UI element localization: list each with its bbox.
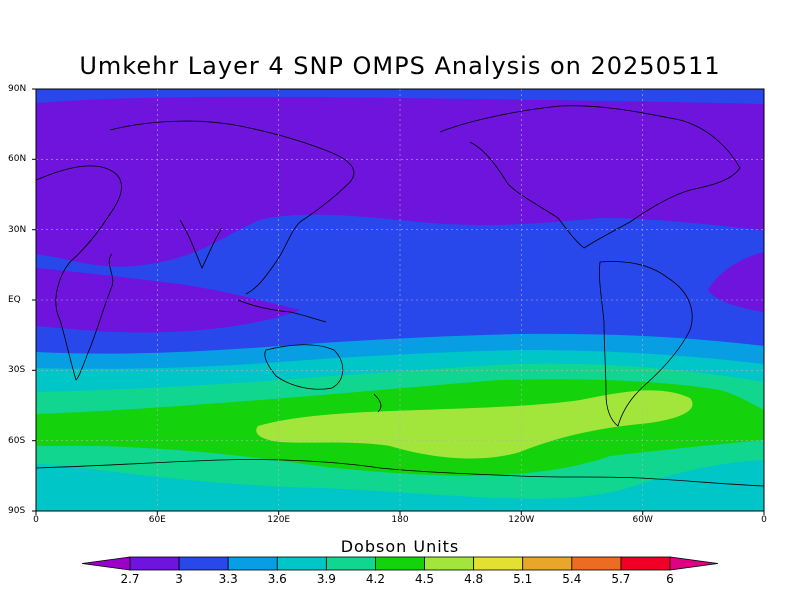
lon-label-60e: 60E <box>148 515 166 525</box>
map-title: Umkehr Layer 4 SNP OMPS Analysis on 2025… <box>79 52 721 80</box>
colorbar-swatch <box>129 556 180 571</box>
legend-tick-label: 4.8 <box>464 572 484 586</box>
lon-label-120e: 120E <box>267 515 291 525</box>
legend-tick-label: 3.3 <box>218 572 238 586</box>
lon-label-120w: 120W <box>508 515 535 525</box>
colorbar-swatch <box>620 556 671 571</box>
legend-tick-label: 5.7 <box>611 572 631 586</box>
lat-label-30n: 30N <box>8 225 27 235</box>
colorbar-swatch <box>522 556 573 571</box>
new-zealand-coast <box>373 393 382 413</box>
colorbar-low-triangle <box>81 556 131 571</box>
legend-title: Dobson Units <box>340 537 460 556</box>
lat-label-60s: 60S <box>8 436 26 446</box>
antarctica-coast <box>36 459 764 487</box>
lon-label-0-east: 0 <box>761 515 767 525</box>
lat-label-60n: 60N <box>8 154 27 164</box>
legend-tick-label: 2.7 <box>120 572 140 586</box>
maritime-islands <box>237 299 327 323</box>
lat-label-90n: 90N <box>8 84 27 94</box>
legend-tick-label: 5.4 <box>562 572 582 586</box>
colorbar-swatch <box>424 556 475 571</box>
legend-tick-label: 3 <box>175 572 183 586</box>
colorbar-swatch <box>473 556 524 571</box>
lon-label-60w: 60W <box>632 515 653 525</box>
legend-tick-label: 6 <box>666 572 674 586</box>
lat-label-30s: 30S <box>8 365 26 375</box>
lat-label-eq: EQ <box>8 295 21 305</box>
colorbar-high-triangle <box>669 556 719 571</box>
graticule <box>36 89 764 511</box>
australia-coast <box>264 344 344 390</box>
legend-tick-label: 5.1 <box>513 572 533 586</box>
lat-label-90s: 90S <box>8 506 26 516</box>
colorbar-swatch <box>571 556 622 571</box>
colorbar-swatch <box>227 556 278 571</box>
coastlines <box>36 105 764 487</box>
contour-band-atlantic-low <box>708 252 764 312</box>
legend-tick-label: 4.2 <box>365 572 385 586</box>
eurasia-coast <box>109 120 355 295</box>
contour-band-north-low <box>36 96 764 267</box>
north-america-coast <box>439 105 741 249</box>
africa-europe-coast <box>36 165 122 381</box>
contour-band-4.5-4.8 <box>256 390 693 459</box>
colorbar-swatch <box>325 556 376 571</box>
colorbar <box>81 556 719 571</box>
legend-tick-label: 4.5 <box>414 572 435 586</box>
legend-tick-label: 3.9 <box>316 572 336 586</box>
colorbar-swatch <box>276 556 327 571</box>
india-coast <box>179 219 223 269</box>
axis-ticks <box>32 88 765 515</box>
lon-label-0-west: 0 <box>33 515 39 525</box>
colorbar-swatch <box>178 556 229 571</box>
lon-label-180: 180 <box>391 515 409 525</box>
colorbar-swatch <box>375 556 425 571</box>
south-america-coast <box>599 261 693 427</box>
legend-tick-label: 3.6 <box>267 572 287 586</box>
